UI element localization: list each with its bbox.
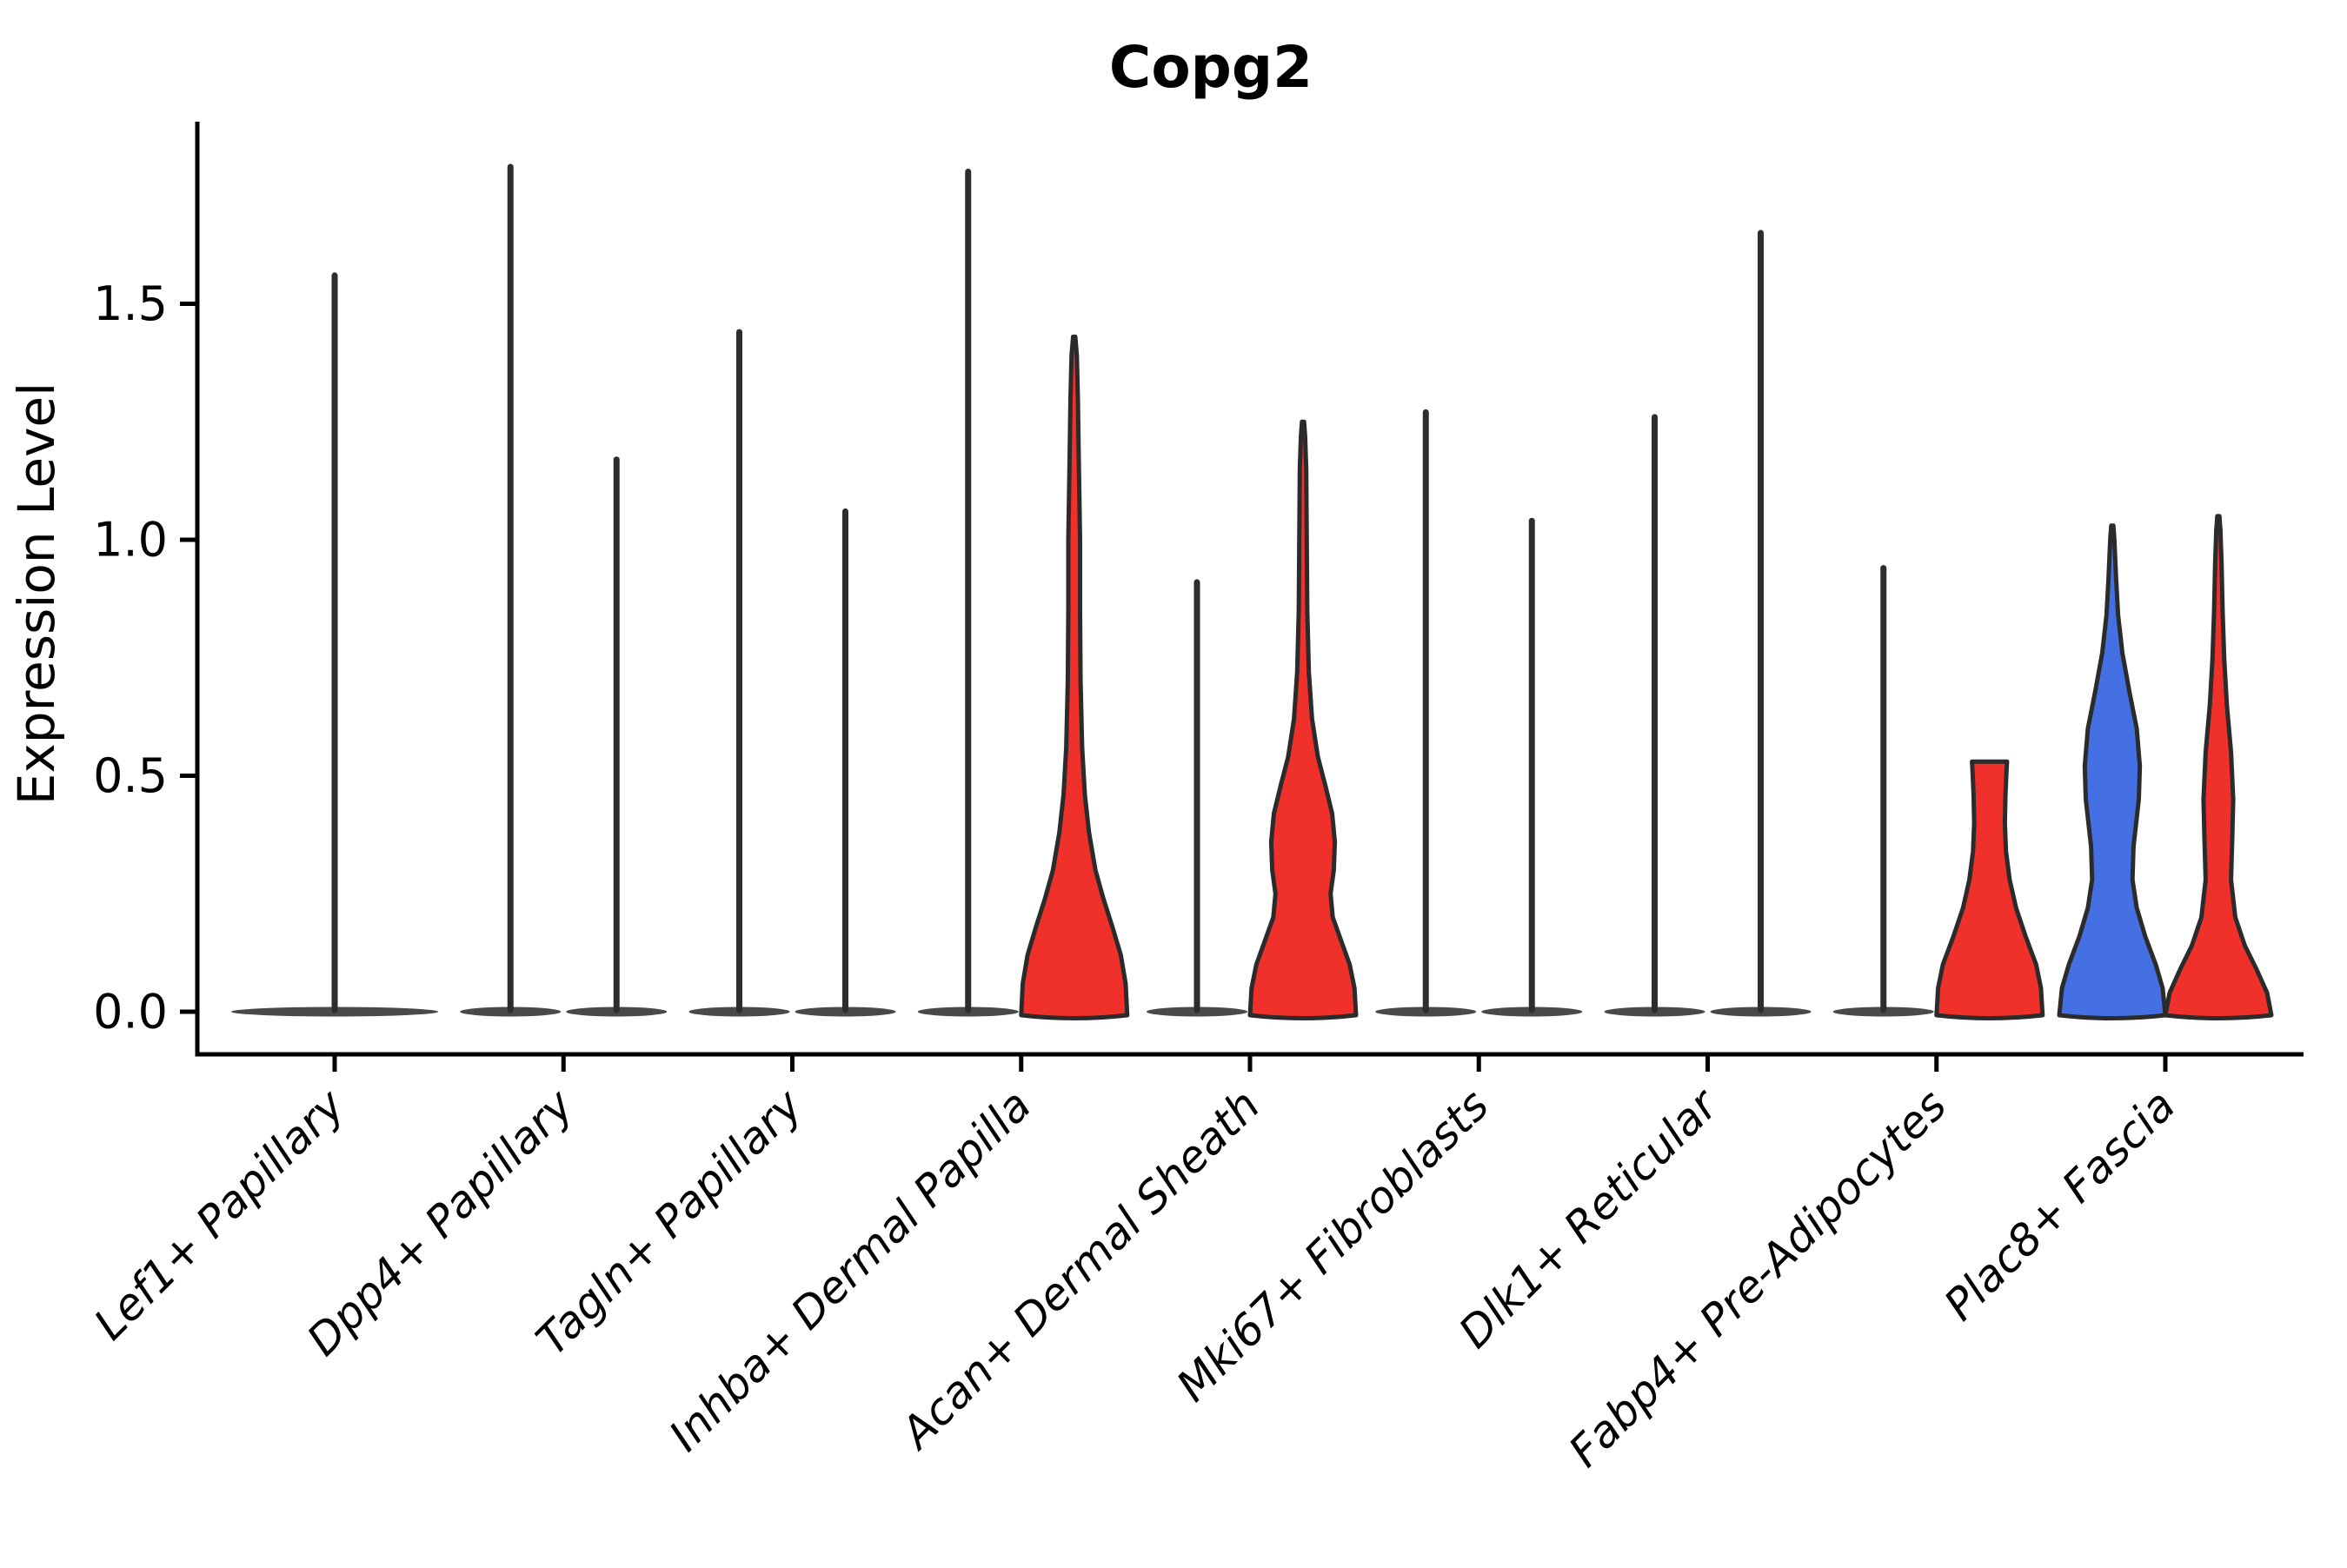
violin-fabp4-pre-adipocytes-right [1934, 759, 2045, 1020]
violin-acan-dermal-sheath-left [1147, 579, 1247, 1017]
violin-body-red [1934, 759, 2045, 1020]
violin-body-red [1247, 419, 1359, 1020]
violin-mki67-fibroblasts-right [1481, 517, 1583, 1017]
y-tick-label-0.0: 0.0 [93, 985, 168, 1040]
violin-lef1-papillary-center [231, 272, 438, 1017]
violin-acan-dermal-sheath-right [1247, 419, 1359, 1020]
violin-inhba-dermal-papilla-right [1019, 335, 1130, 1020]
violin-body-blue [2057, 523, 2168, 1020]
x-tick-label-inhba-dermal-papilla: Inhba+ Dermal Papilla [660, 1080, 1041, 1460]
axis-spines [195, 122, 2304, 1057]
violin-body-red [1019, 335, 1130, 1020]
violin-fabp4-pre-adipocytes-left [1832, 565, 1934, 1017]
violin-dlk1-reticular-right [1710, 229, 1812, 1017]
violin-inhba-dermal-papilla-left [917, 168, 1019, 1017]
x-tick-label-fabp4-pre-adipocytes: Fabp4+ Pre-Adipocytes [1559, 1080, 1957, 1477]
violin-tagln-papillary-left [688, 329, 790, 1017]
y-axis-label: Expression Level [7, 382, 66, 805]
y-tick-label-1.0: 1.0 [93, 513, 168, 568]
violin-dpp4-papillary-right [566, 456, 668, 1017]
chart-title: Copg2 [1109, 34, 1313, 101]
x-tick-label-plac8-fascia: Plac8+ Fascia [1935, 1080, 2185, 1330]
violin-body-red [2163, 514, 2274, 1020]
y-tick-label-0.5: 0.5 [93, 748, 168, 803]
violin-tagln-papillary-right [795, 508, 896, 1017]
violin-dlk1-reticular-left [1604, 414, 1705, 1017]
x-tick-label-acan-dermal-sheath: Acan+ Dermal Sheath [890, 1080, 1270, 1459]
x-tick-label-lef1-papillary: Lef1+ Papillary [84, 1079, 355, 1349]
violin-layer [231, 163, 2274, 1020]
violin-mki67-fibroblasts-left [1375, 409, 1477, 1017]
violin-plac8-fascia-right [2163, 514, 2274, 1020]
violin-dpp4-papillary-left [460, 163, 562, 1017]
y-tick-label-1.5: 1.5 [93, 276, 168, 331]
violin-plac8-fascia-left [2057, 523, 2168, 1020]
